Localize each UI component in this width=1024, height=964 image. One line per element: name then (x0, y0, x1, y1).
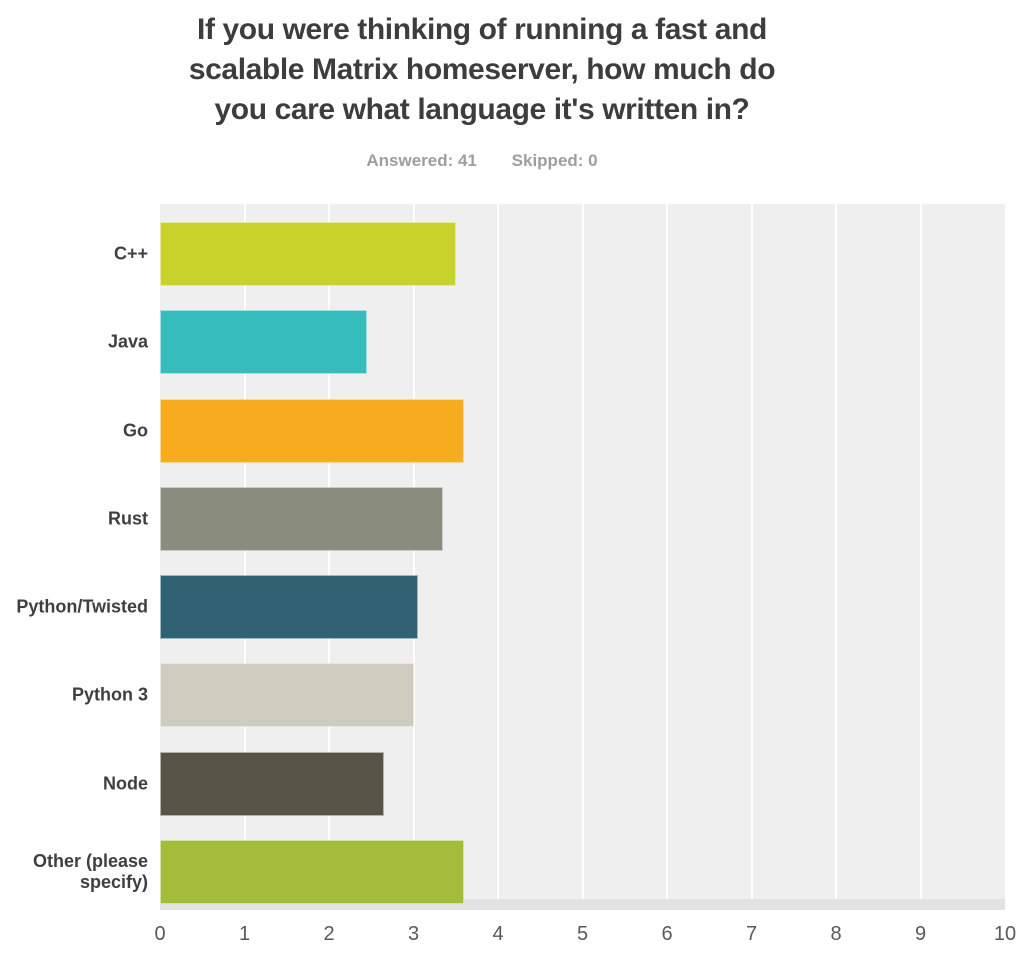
x-tick-label: 6 (661, 923, 673, 945)
category-label: Python 3 (71, 684, 148, 705)
bar (160, 222, 456, 286)
x-tick-label: 7 (745, 923, 758, 945)
gridlines (160, 204, 1005, 910)
bar-chart: C++ Java Go Rust Python/Twisted Python 3 Node O… (16, 204, 1016, 951)
plot-area: C++ Java Go Rust Python/Twisted Python 3 Node O… (16, 204, 1005, 910)
bar-row: Go (123, 381, 1005, 469)
title-line-1: If you were thinking of running a fast a… (197, 13, 767, 46)
x-tick-label: 0 (154, 923, 166, 945)
gridline (835, 204, 837, 910)
category-label: Python/Twisted (16, 596, 148, 617)
category-label: Java (107, 331, 148, 352)
bar (160, 751, 384, 816)
bar-row: Other (please specify) (33, 822, 1005, 910)
bar (160, 663, 414, 728)
chart-title: If you were thinking of running a fast a… (0, 0, 964, 130)
x-tick-label: 9 (914, 923, 927, 945)
bar-row: Rust (108, 469, 1005, 557)
bar (160, 310, 368, 375)
bar (160, 839, 465, 904)
gridline (497, 204, 499, 910)
bar (160, 486, 444, 551)
gridline (750, 204, 753, 910)
answered-count: Answered: 41 (366, 151, 477, 170)
x-axis-ticks: 0 1 2 3 4 5 6 7 8 9 10 (154, 923, 1016, 951)
gridline (581, 204, 584, 910)
chart-header: If you were thinking of running a fast a… (0, 0, 964, 171)
bar-row: Python 3 (72, 645, 1005, 733)
bar (160, 575, 418, 639)
title-line-2: scalable Matrix homeserver, how much do (188, 53, 776, 86)
x-tick-label: 2 (323, 923, 335, 945)
category-label: Rust (108, 508, 148, 529)
x-tick-label: 4 (492, 923, 504, 945)
x-tick-label: 1 (238, 923, 251, 945)
gridline (243, 204, 246, 910)
gridline (919, 204, 922, 910)
x-tick-label: 10 (993, 923, 1017, 945)
category-label: Go (123, 420, 148, 440)
x-tick-label: 3 (407, 923, 420, 945)
bar-row: Java (108, 292, 1005, 380)
gridline (666, 204, 668, 910)
skipped-count: Skipped: 0 (511, 151, 598, 170)
gridline (412, 204, 415, 910)
bar-rows: C++ Java Go Rust Python/Twisted Python 3 Node O… (16, 204, 1005, 910)
title-line-3: you care what language it's written in? (214, 93, 750, 126)
gridline (328, 204, 330, 910)
x-tick-label: 8 (830, 923, 842, 945)
category-label: Other (please specify) (32, 850, 148, 892)
x-tick-label: 5 (576, 923, 589, 945)
bar-row: Node (103, 734, 1005, 822)
x-axis-baseline (160, 899, 1005, 910)
bar-row: C++ (114, 204, 1005, 292)
bar (160, 398, 465, 463)
category-label: C++ (113, 243, 148, 264)
response-stats: Answered: 41 Skipped: 0 (0, 151, 964, 171)
bar-row: Python/Twisted (16, 557, 1005, 645)
category-label: Node (103, 773, 148, 793)
